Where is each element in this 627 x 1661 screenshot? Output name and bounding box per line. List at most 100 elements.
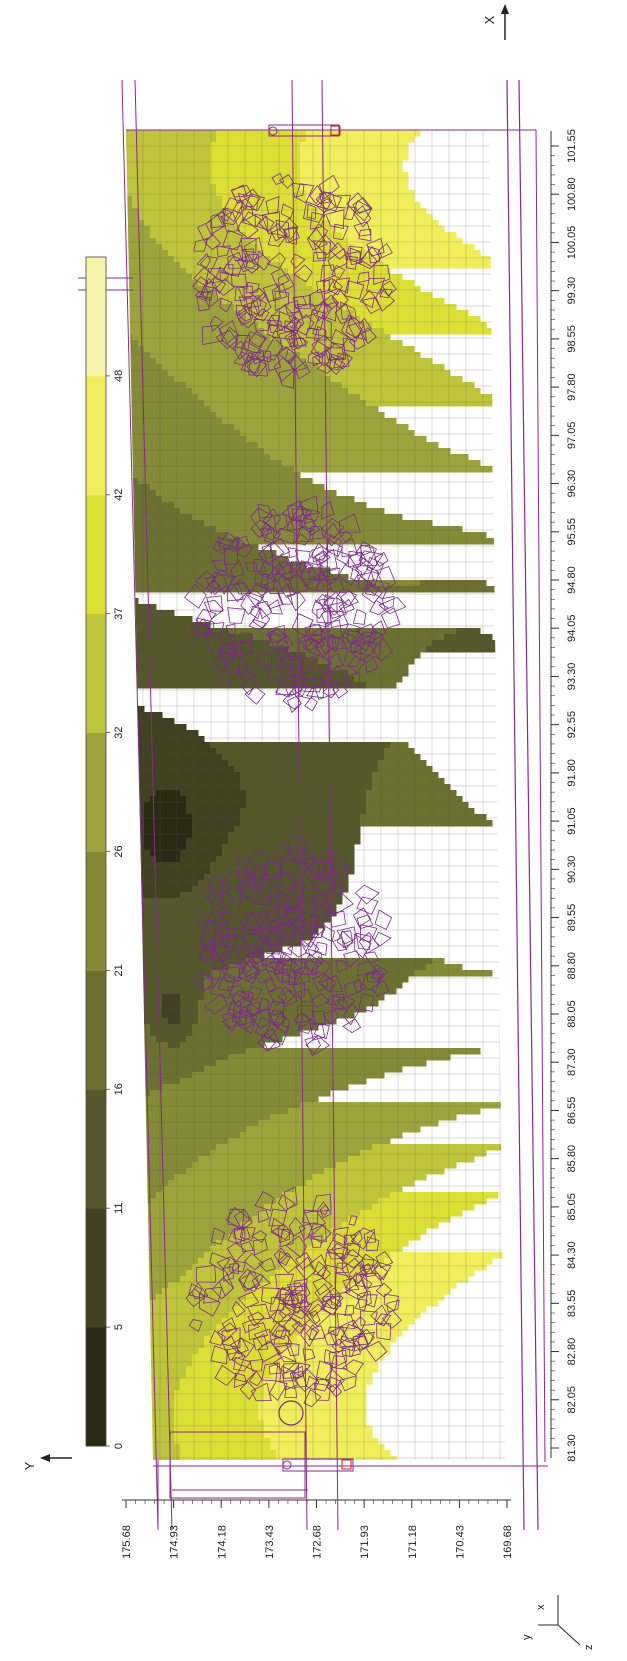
- tree-crown: [268, 889, 287, 908]
- tree-crown: [355, 1328, 375, 1350]
- contour-band: [126, 400, 205, 407]
- tree-crown: [277, 1252, 299, 1274]
- contour-band: [150, 352, 301, 359]
- contour-band: [336, 1294, 445, 1301]
- contour-band: [144, 1306, 235, 1313]
- tree-crown: [310, 903, 332, 919]
- tree-crown: [329, 1325, 348, 1348]
- tree-crown: [260, 1287, 281, 1305]
- contour-band: [150, 1090, 331, 1097]
- contour-band: [168, 370, 325, 377]
- tree-crown: [214, 1364, 237, 1386]
- y-axis-tick-label: 172.68: [312, 1525, 324, 1559]
- contour-band: [126, 388, 193, 395]
- tree-crown: [253, 558, 267, 572]
- contour-band: [126, 622, 211, 629]
- tree-crown: [323, 1349, 338, 1365]
- contour-band: [234, 220, 331, 227]
- contour-band: [186, 1372, 271, 1379]
- contour-band: [126, 790, 157, 797]
- tree-crown: [302, 508, 321, 522]
- tree-crown: [266, 630, 287, 652]
- contour-band: [132, 202, 223, 209]
- contour-band: [126, 526, 217, 533]
- tree-crown: [316, 1266, 332, 1280]
- contour-band: [210, 148, 301, 155]
- contour-band: [126, 1066, 205, 1073]
- tree-crown: [305, 575, 322, 592]
- y-axis-tick-label: 169.68: [502, 1525, 514, 1559]
- bottom-marker-circle: [282, 1460, 292, 1470]
- contour-band: [234, 766, 379, 773]
- contour-band: [222, 202, 313, 209]
- contour-band: [330, 376, 463, 383]
- contour-band: [126, 310, 241, 317]
- contour-band: [312, 286, 421, 293]
- tree-crown: [262, 283, 282, 303]
- tree-crown: [250, 949, 265, 965]
- contour-band: [126, 1276, 181, 1283]
- contour-band: [138, 208, 229, 215]
- tree-crown: [238, 1013, 254, 1030]
- contour-band: [270, 1366, 379, 1373]
- tree-crown: [337, 995, 355, 1011]
- tree-crown: [268, 1362, 281, 1375]
- contour-band: [126, 1144, 217, 1151]
- tree-crown: [312, 876, 337, 897]
- contour-band: [342, 382, 475, 389]
- tree-crown: [325, 534, 342, 552]
- tree-crown: [371, 967, 385, 983]
- colorbar-tick-label: 32: [113, 726, 125, 738]
- tree-crown: [211, 958, 228, 970]
- contour-band: [126, 1048, 247, 1055]
- tree-crown: [240, 632, 254, 645]
- contour-band: [126, 1186, 163, 1193]
- contour-band: [216, 412, 385, 419]
- contour-band: [180, 856, 217, 863]
- contour-band: [366, 808, 475, 815]
- contour-band: [228, 532, 487, 539]
- tree-crown: [362, 1258, 375, 1271]
- tree-crown: [306, 684, 325, 699]
- contour-band: [312, 1318, 415, 1325]
- x-axis-tick-label: 85.80: [566, 1145, 578, 1173]
- contour-band: [180, 790, 247, 797]
- contour-band: [126, 868, 211, 875]
- bottom-marker-red: [341, 1459, 352, 1470]
- tree-crown: [266, 624, 286, 644]
- contour-band: [174, 1432, 265, 1439]
- contour-band: [126, 1030, 151, 1037]
- tree-crown: [236, 879, 260, 900]
- tree-crown: [233, 1372, 248, 1389]
- contour-band: [126, 1414, 175, 1421]
- contour-band: [192, 1030, 301, 1037]
- contour-band: [300, 172, 409, 179]
- tree-crown: [309, 674, 326, 689]
- contour-band: [126, 442, 259, 449]
- tree-crown: [248, 618, 267, 631]
- tree-crown: [294, 1367, 319, 1392]
- tree-crown: [365, 1340, 388, 1362]
- tree-crown: [289, 663, 304, 680]
- contour-band: [384, 754, 421, 761]
- tree-crown: [247, 849, 270, 868]
- tree-crown: [270, 1217, 286, 1239]
- x-axis-tick-label: 94.05: [566, 614, 578, 642]
- x-axis-tick-label: 83.55: [566, 1290, 578, 1318]
- tree-crown: [338, 563, 360, 587]
- contour-band: [126, 178, 211, 185]
- tree-crown: [268, 986, 288, 1007]
- contour-band: [126, 1324, 133, 1331]
- top-marker-red: [330, 125, 341, 136]
- contour-band: [126, 964, 229, 971]
- tree-crown: [304, 1298, 326, 1318]
- tree-crown: [298, 637, 321, 661]
- tree-crown: [303, 634, 325, 651]
- contour-band: [162, 1000, 181, 1007]
- tree-crown: [217, 907, 236, 923]
- contour-band: [126, 274, 193, 281]
- tree-crown: [188, 1319, 203, 1332]
- tree-crown: [345, 1272, 373, 1299]
- tree-crown: [237, 285, 254, 301]
- tree-crown: [320, 924, 335, 943]
